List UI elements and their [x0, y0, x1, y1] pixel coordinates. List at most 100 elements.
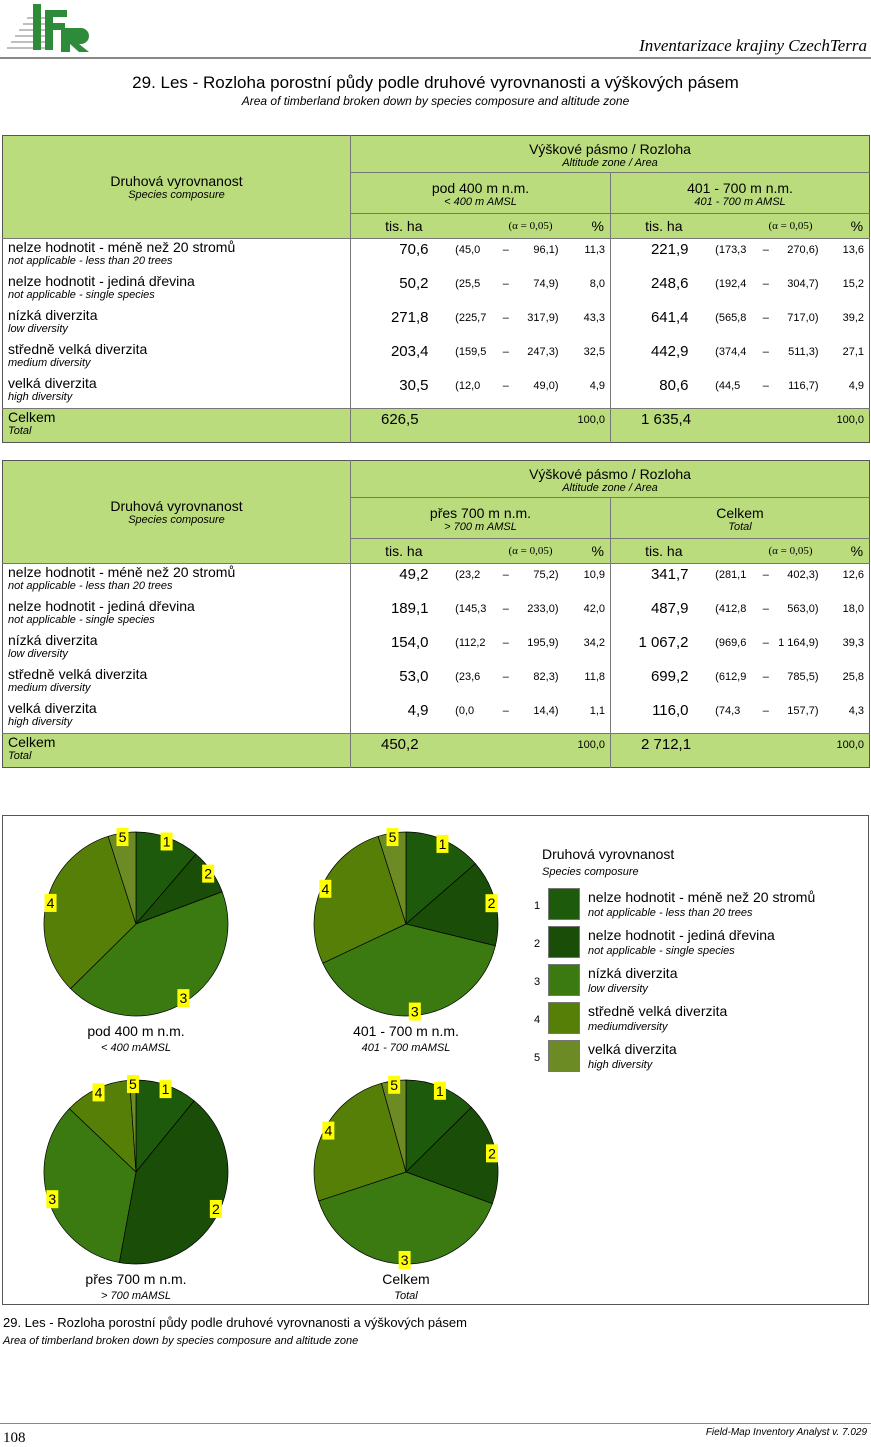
- row-label-cz: velká diverzita: [8, 374, 97, 391]
- row-label-en: low diversity: [8, 322, 68, 335]
- confidence-interval: (23,2–75,2): [455, 569, 559, 581]
- legend-swatch: [548, 926, 580, 958]
- row-label: velká diverzita high diversity: [3, 700, 351, 734]
- ci-low: 44,5: [718, 379, 741, 392]
- ci-dash: –: [502, 277, 509, 290]
- total-value: 2 712,1: [610, 733, 701, 768]
- row-label-en: not applicable - less than 20 trees: [8, 580, 173, 592]
- row-label-cz: nelze hodnotit - méně než 20 stromů: [8, 239, 236, 255]
- ci-high: 785,5: [787, 670, 815, 683]
- alpha-header: (α = 0,05): [700, 538, 821, 564]
- slice-label: 5: [389, 829, 397, 845]
- ci-high: 74,9: [533, 277, 555, 290]
- row-label: Celkem Total: [2, 408, 351, 443]
- row-label-cz: středně velká diverzita: [8, 340, 148, 357]
- area-value: 189,1: [350, 597, 441, 632]
- legend-swatch: [548, 1040, 580, 1072]
- ci-low: 23,2: [458, 569, 481, 581]
- confidence-interval: (969,6–1 164,9): [715, 636, 819, 649]
- pct-header: %: [560, 213, 611, 239]
- slice-label-bg: [408, 1002, 421, 1021]
- confidence-interval: (374,4–511,3): [715, 345, 819, 358]
- total-percent: 100,0: [836, 739, 865, 751]
- ci-dash: –: [502, 345, 509, 358]
- alpha-header: (α = 0,05): [440, 538, 561, 564]
- empty-cell: [441, 734, 561, 768]
- area-value: 53,0: [350, 665, 441, 700]
- legend-swatch: [548, 888, 580, 920]
- row-label-cz: Celkem: [8, 734, 56, 750]
- confidence-interval: (112,2–195,9): [455, 636, 559, 649]
- pie-subtitle: > 700 mAMSL: [101, 1290, 171, 1302]
- publication-title: Inventarizace krajiny CzechTerra: [639, 36, 867, 55]
- ci-low: 74,3: [718, 704, 741, 717]
- slice-label: 3: [48, 1191, 56, 1207]
- footer-divider: [0, 1423, 871, 1424]
- percent-value: 15,2: [842, 277, 865, 290]
- slice-label-bg: [46, 1190, 59, 1209]
- pie-title: přes 700 m n.m.: [85, 1271, 186, 1287]
- ci-low: 612,9: [718, 670, 747, 683]
- group-header-cz: Výškové pásmo / Rozloha: [529, 141, 691, 157]
- legend-number: 1: [534, 900, 541, 912]
- legend-label: nelze hodnotit - jediná dřevina: [588, 927, 775, 943]
- slice-label: 1: [436, 1083, 444, 1099]
- confidence-interval: (159,5–247,3): [455, 345, 559, 358]
- group-header: Výškové pásmo / Rozloha Altitude zone / A…: [349, 135, 870, 173]
- area-value: 30,5: [350, 374, 441, 409]
- row-label-en: medium diversity: [8, 681, 91, 694]
- legend-number: 4: [534, 1014, 541, 1026]
- row-label-en: not applicable - less than 20 trees: [8, 255, 173, 267]
- slice-label: 5: [119, 829, 127, 845]
- confidence-interval: (12,0–49,0): [455, 379, 559, 392]
- pie-title: Celkem: [382, 1271, 429, 1287]
- legend-label: nelze hodnotit - méně než 20 stromů: [588, 889, 816, 905]
- unit-header: tis. ha: [610, 213, 701, 239]
- confidence-interval: (45,0–96,1): [455, 244, 559, 256]
- slice-label-bg: [116, 828, 129, 847]
- ci-low: 23,6: [458, 670, 481, 683]
- zone-name: 401 - 700 m n.m.: [687, 180, 793, 196]
- group-header-en: Altitude zone / Area: [562, 157, 658, 169]
- row-label: Celkem Total: [2, 733, 351, 768]
- area-value: 154,0: [350, 631, 441, 666]
- empty-cell: [701, 409, 821, 443]
- row-header-en: Species composure: [128, 514, 225, 526]
- confidence-interval: (192,4–304,7): [715, 277, 819, 290]
- slice-label-bg: [209, 1199, 222, 1218]
- zone-header: Celkem Total: [609, 497, 870, 539]
- total-row: Celkem Total 626,5 100,0 1 635,4 100,0: [2, 408, 870, 443]
- figure-caption-en: Area of timberland broken down by specie…: [3, 1335, 359, 1347]
- ifer-logo: [7, 4, 89, 52]
- area-value: 116,0: [610, 699, 701, 734]
- group-header-en: Altitude zone / Area: [562, 482, 658, 494]
- ci-low: 25,5: [458, 277, 481, 290]
- ci-high: 157,7: [787, 704, 815, 717]
- row-label: středně velká diverzita medium diversity: [3, 666, 351, 700]
- slice-label-bg: [388, 1075, 401, 1094]
- slice-label-bg: [386, 828, 399, 847]
- ci-high: 195,9: [527, 636, 555, 649]
- row-label: středně velká diverzita medium diversity: [3, 341, 351, 375]
- legend-number: 5: [534, 1052, 541, 1064]
- total-percent: 100,0: [577, 739, 605, 751]
- ci-dash: –: [502, 670, 509, 683]
- slice-label: 2: [204, 866, 212, 882]
- row-label: nízká diverzita low diversity: [3, 632, 351, 666]
- table-row: velká diverzita high diversity 30,5 (12,0–4…: [3, 374, 870, 409]
- row-label-en: medium diversity: [8, 356, 91, 369]
- pie-subtitle: < 400 mAMSL: [101, 1042, 171, 1054]
- unit-header: tis. ha: [350, 538, 441, 564]
- confidence-interval: (25,5–74,9): [455, 277, 559, 290]
- data-table-1: Druhová vyrovnanost Species composure Výšk…: [2, 135, 871, 443]
- legend-title: Druhová vyrovnanost: [542, 846, 675, 862]
- ci-dash: –: [502, 311, 509, 324]
- ci-low: 192,4: [718, 277, 747, 290]
- ci-low: 374,4: [718, 345, 747, 358]
- legend-subtitle: Species composure: [542, 866, 639, 878]
- ci-low: 225,7: [458, 311, 487, 324]
- ci-low: 173,3: [718, 244, 747, 256]
- ci-dash: –: [502, 569, 509, 581]
- ci-high: 563,0: [787, 602, 815, 615]
- row-label-cz: středně velká diverzita: [8, 665, 148, 682]
